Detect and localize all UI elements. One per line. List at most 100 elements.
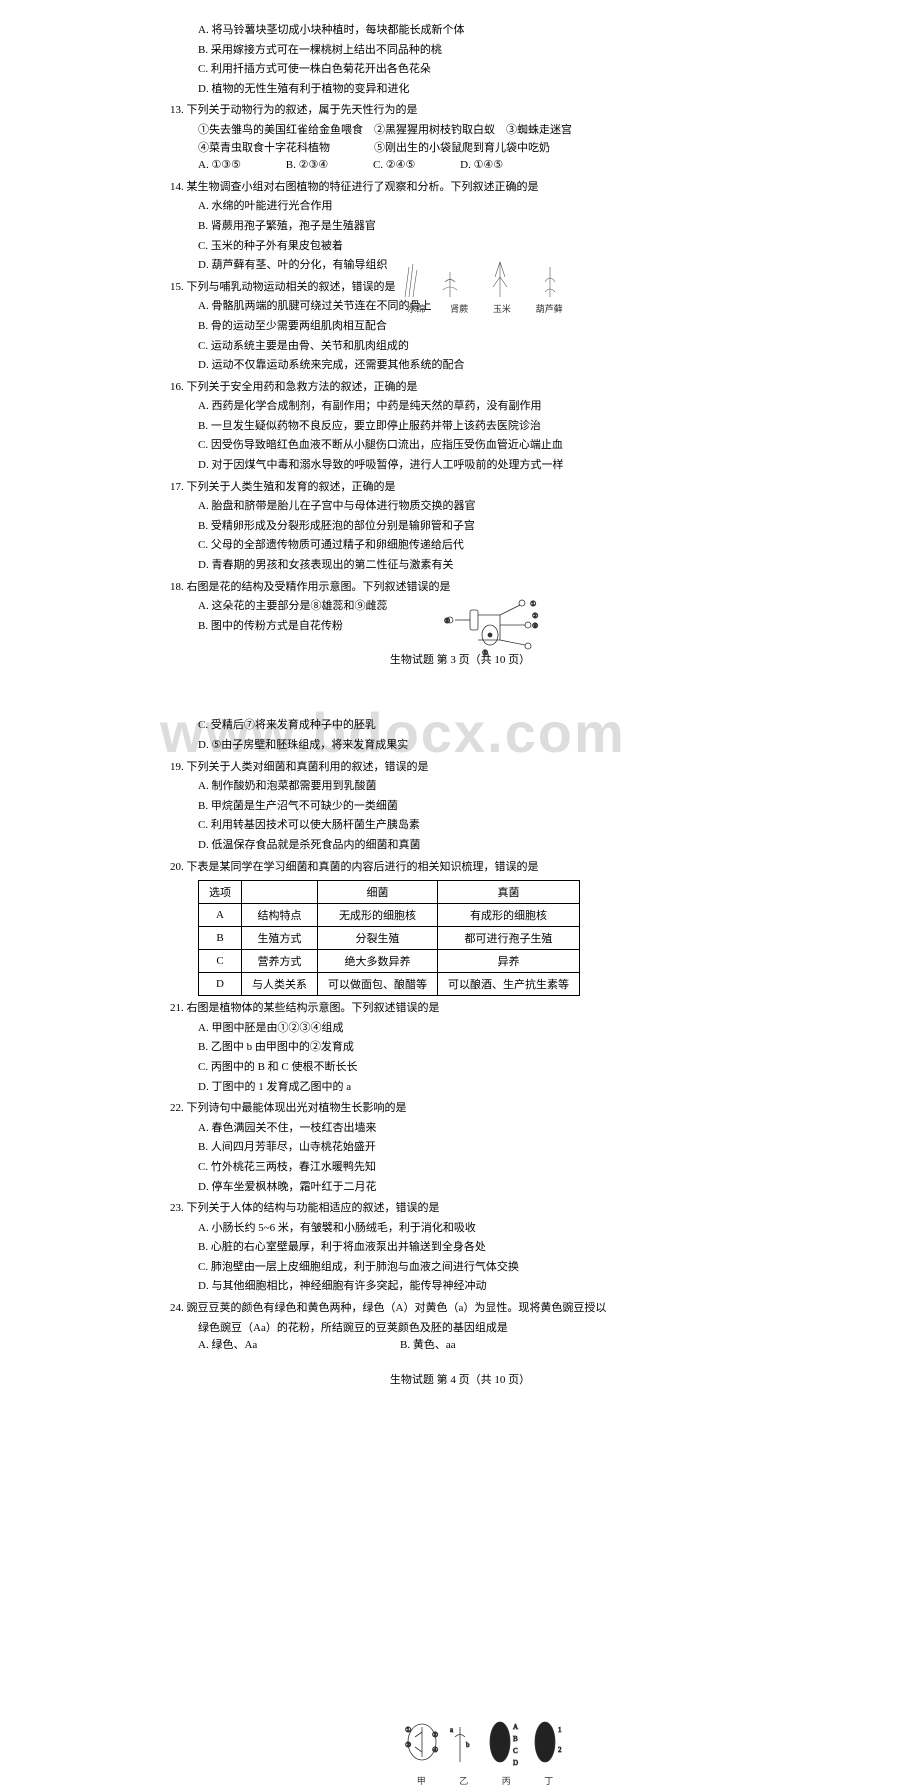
svg-text:②: ② xyxy=(532,612,538,620)
q16-stem: 16. 下列关于安全用药和急救方法的叙述，正确的是 xyxy=(170,379,750,397)
r1c2: 分裂生殖 xyxy=(318,927,438,950)
r2c0: C xyxy=(199,950,242,973)
q17-d: D. 青春期的男孩和女孩表现出的第二性征与激素有关 xyxy=(198,557,750,575)
q21-stem: 21. 右图是植物体的某些结构示意图。下列叙述错误的是 xyxy=(170,1000,750,1018)
svg-text:B: B xyxy=(513,1735,518,1743)
q24-stem: 24. 豌豆豆荚的颜色有绿色和黄色两种，绿色（A）对黄色（a）为显性。现将黄色豌… xyxy=(170,1300,750,1318)
q18-d: D. ⑤由子房壁和胚珠组成，将来发育成果实 xyxy=(198,737,750,755)
q18-c: C. 受精后⑦将来发育成种子中的胚乳 xyxy=(198,717,750,735)
svg-text:⑨: ⑨ xyxy=(532,622,538,630)
q17-stem: 17. 下列关于人类生殖和发育的叙述，正确的是 xyxy=(170,479,750,497)
r0c3: 有成形的细胞核 xyxy=(438,904,580,927)
svg-text:1: 1 xyxy=(558,1726,562,1734)
r2c1: 营养方式 xyxy=(242,950,318,973)
r3c1: 与人类关系 xyxy=(242,973,318,996)
flower-diagram: ⑧ ① ② ⑨ ⑤ xyxy=(430,590,550,660)
q21-a: A. 甲图中胚是由①②③④组成 xyxy=(198,1020,750,1038)
svg-text:④: ④ xyxy=(432,1746,438,1754)
svg-text:D: D xyxy=(513,1759,518,1767)
q19-d: D. 低温保存食品就是杀死食品内的细菌和真菌 xyxy=(198,837,750,855)
q24-a: A. 绿色、Aa xyxy=(198,1337,257,1355)
r3c0: D xyxy=(199,973,242,996)
q23-a: A. 小肠长约 5~6 米，有皱襞和小肠绒毛，利于消化和吸收 xyxy=(198,1220,750,1238)
r0c1: 结构特点 xyxy=(242,904,318,927)
q22-stem: 22. 下列诗句中最能体现出光对植物生长影响的是 xyxy=(170,1100,750,1118)
svg-text:①: ① xyxy=(405,1726,411,1734)
q19-b: B. 甲烷菌是生产沼气不可缺少的一类细菌 xyxy=(198,798,750,816)
q13-c: C. ②④⑤ xyxy=(373,157,415,175)
q16-a: A. 西药是化学合成制剂，有副作用；中药是纯天然的草药，没有副作用 xyxy=(198,398,750,416)
r3c2: 可以做面包、酿醋等 xyxy=(318,973,438,996)
q22-b: B. 人间四月芳菲尽，山寺桃花始盛开 xyxy=(198,1139,750,1157)
q24-b: B. 黄色、aa xyxy=(400,1337,456,1355)
q12-opt-c: C. 利用扦插方式可使一株白色菊花开出各色花朵 xyxy=(198,61,750,79)
r1c0: B xyxy=(199,927,242,950)
r3c3: 可以酿酒、生产抗生素等 xyxy=(438,973,580,996)
q20-stem: 20. 下表是某同学在学习细菌和真菌的内容后进行的相关知识梳理，错误的是 xyxy=(170,859,750,877)
svg-text:a: a xyxy=(450,1726,454,1734)
q19-a: A. 制作酸奶和泡菜都需要用到乳酸菌 xyxy=(198,778,750,796)
q13-line2: ④菜青虫取食十字花科植物 ⑤刚出生的小袋鼠爬到育儿袋中吃奶 xyxy=(198,140,750,158)
r2c3: 异养 xyxy=(438,950,580,973)
q16-d: D. 对于因煤气中毒和溺水导致的呼吸暂停，进行人工呼吸前的处理方式一样 xyxy=(198,457,750,475)
svg-text:①: ① xyxy=(530,600,536,608)
q13-answers: A. ①③⑤ B. ②③④ C. ②④⑤ D. ①④⑤ xyxy=(198,157,750,175)
q17-a: A. 胎盘和脐带是胎儿在子宫中与母体进行物质交换的器官 xyxy=(198,498,750,516)
r0c2: 无成形的细胞核 xyxy=(318,904,438,927)
q21-label-0: 甲 xyxy=(417,1774,426,1787)
q23-d: D. 与其他细胞相比，神经细胞有许多突起，能传导神经冲动 xyxy=(198,1278,750,1296)
q16-c: C. 因受伤导致暗红色血液不断从小腿伤口流出，应指压受伤血管近心端止血 xyxy=(198,437,750,455)
q24-answers: A. 绿色、Aa B. 黄色、aa xyxy=(198,1337,750,1355)
page4-footer: 生物试题 第 4 页（共 10 页） xyxy=(170,1371,750,1387)
svg-text:②: ② xyxy=(432,1731,438,1739)
q21-b: B. 乙图中 b 由甲图中的②发育成 xyxy=(198,1039,750,1057)
plant-diagram: 水绵 肾蕨 玉米 葫芦藓 xyxy=(395,252,575,312)
q14-a: A. 水绵的叶能进行光合作用 xyxy=(198,198,750,216)
svg-text:③: ③ xyxy=(405,1741,411,1749)
th-1 xyxy=(242,881,318,904)
q19-stem: 19. 下列关于人类对细菌和真菌利用的叙述，错误的是 xyxy=(170,759,750,777)
svg-text:b: b xyxy=(466,1741,470,1749)
q15-d: D. 运动不仅靠运动系统来完成，还需要其他系统的配合 xyxy=(198,357,750,375)
q13-d: D. ①④⑤ xyxy=(460,157,503,175)
q12-opt-b: B. 采用嫁接方式可在一棵桃树上结出不同品种的桃 xyxy=(198,42,750,60)
q23-stem: 23. 下列关于人体的结构与功能相适应的叙述，错误的是 xyxy=(170,1200,750,1218)
plant-label-0: 水绵 xyxy=(407,302,425,315)
q21-label-1: 乙 xyxy=(459,1774,468,1787)
r0c0: A xyxy=(199,904,242,927)
q12-opt-d: D. 植物的无性生殖有利于植物的变异和进化 xyxy=(198,81,750,99)
q22-d: D. 停车坐爱枫林晚，霜叶红于二月花 xyxy=(198,1179,750,1197)
th-2: 细菌 xyxy=(318,881,438,904)
q13-line1: ①失去雏鸟的美国红雀给金鱼喂食 ②黑猩猩用树枝钓取白蚁 ③蜘蛛走迷宫 xyxy=(198,122,750,140)
q21-label-3: 丁 xyxy=(544,1774,553,1787)
svg-text:⑧: ⑧ xyxy=(444,617,450,625)
q19-c: C. 利用转基因技术可以使大肠杆菌生产胰岛素 xyxy=(198,817,750,835)
q13-a: A. ①③⑤ xyxy=(198,157,241,175)
svg-text:A: A xyxy=(513,1723,518,1731)
q15-c: C. 运动系统主要是由骨、关节和肌肉组成的 xyxy=(198,338,750,356)
plant-label-3: 葫芦藓 xyxy=(536,302,563,315)
plant-label-1: 肾蕨 xyxy=(450,302,468,315)
q24-line2: 绿色豌豆（Aa）的花粉，所结豌豆的豆荚颜色及胚的基因组成是 xyxy=(198,1320,750,1338)
svg-text:⑤: ⑤ xyxy=(482,649,488,657)
q15-b: B. 骨的运动至少需要两组肌肉相互配合 xyxy=(198,318,750,336)
th-0: 选项 xyxy=(199,881,242,904)
q14-b: B. 肾蕨用孢子繁殖，孢子是生殖器官 xyxy=(198,218,750,236)
r2c2: 绝大多数异养 xyxy=(318,950,438,973)
q13-stem: 13. 下列关于动物行为的叙述，属于先天性行为的是 xyxy=(170,102,750,120)
q21-label-2: 丙 xyxy=(502,1774,511,1787)
q22-a: A. 春色满园关不住，一枝红杏出墙来 xyxy=(198,1120,750,1138)
q23-c: C. 肺泡壁由一层上皮细胞组成，利于肺泡与血液之间进行气体交换 xyxy=(198,1259,750,1277)
q14-stem: 14. 某生物调查小组对右图植物的特征进行了观察和分析。下列叙述正确的是 xyxy=(170,179,750,197)
q16-b: B. 一旦发生疑似药物不良反应，要立即停止服药并带上该药去医院诊治 xyxy=(198,418,750,436)
th-3: 真菌 xyxy=(438,881,580,904)
q17-c: C. 父母的全部遗传物质可通过精子和卵细胞传递给后代 xyxy=(198,537,750,555)
q21-d: D. 丁图中的 1 发育成乙图中的 a xyxy=(198,1079,750,1097)
q13-b: B. ②③④ xyxy=(286,157,328,175)
q22-c: C. 竹外桃花三两枝，春江水暖鸭先知 xyxy=(198,1159,750,1177)
r1c1: 生殖方式 xyxy=(242,927,318,950)
plant-label-2: 玉米 xyxy=(493,302,511,315)
q23-b: B. 心脏的右心室壁最厚，利于将血液泵出并输送到全身各处 xyxy=(198,1239,750,1257)
r1c3: 都可进行孢子生殖 xyxy=(438,927,580,950)
svg-text:2: 2 xyxy=(558,1746,562,1754)
